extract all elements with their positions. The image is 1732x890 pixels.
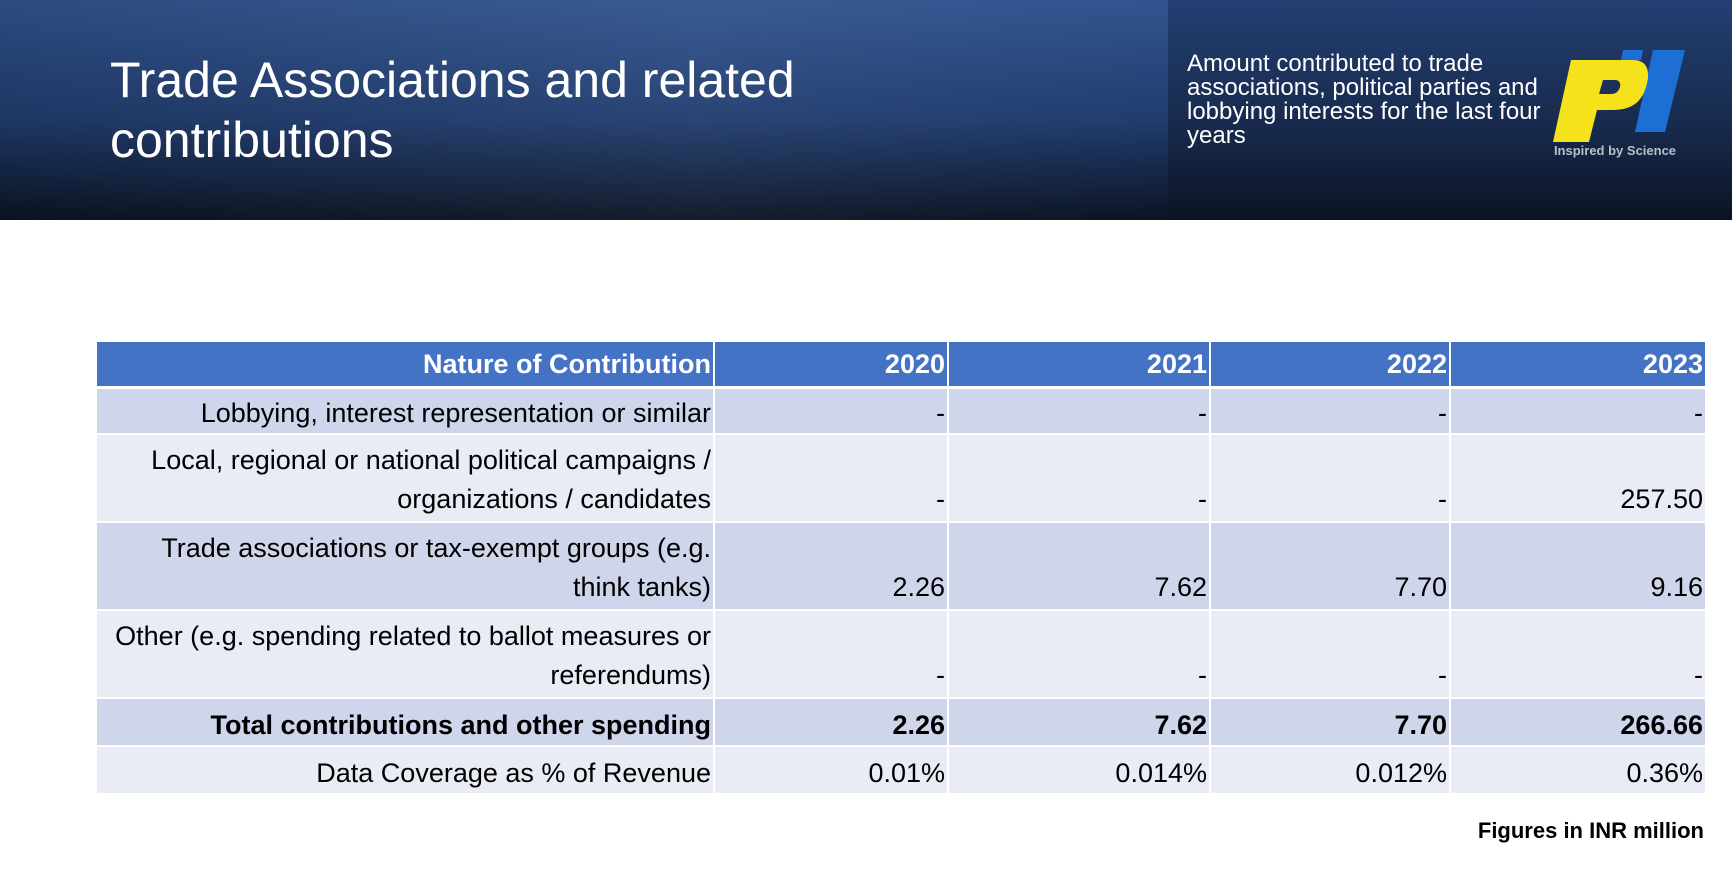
contributions-table: Nature of Contribution 2020 2021 2022 20… xyxy=(97,342,1705,795)
row-label: Data Coverage as % of Revenue xyxy=(97,746,715,795)
cell-2023: 0.36% xyxy=(1450,746,1705,795)
cell-2021: 7.62 xyxy=(948,698,1211,747)
page-title: Trade Associations and related contribut… xyxy=(110,52,795,168)
row-label: Lobbying, interest representation or sim… xyxy=(97,387,715,435)
cell-2021: - xyxy=(948,610,1211,699)
table-row-total: Total contributions and other spending 2… xyxy=(97,698,1705,747)
cell-2020: - xyxy=(714,434,949,523)
table-row-lobbying: Lobbying, interest representation or sim… xyxy=(97,387,1705,435)
column-header-2023: 2023 xyxy=(1450,342,1705,389)
pi-logo-icon xyxy=(1553,50,1685,142)
cell-2020: 2.26 xyxy=(714,698,949,747)
table-row-political-campaigns: Local, regional or national political ca… xyxy=(97,434,1705,523)
cell-2020: - xyxy=(714,610,949,699)
table-row-trade-associations: Trade associations or tax-exempt groups … xyxy=(97,522,1705,611)
row-label: Local, regional or national political ca… xyxy=(97,434,715,523)
cell-2020: - xyxy=(714,387,949,435)
cell-2023: 9.16 xyxy=(1450,522,1705,611)
column-header-nature: Nature of Contribution xyxy=(97,342,715,389)
cell-2022: 0.012% xyxy=(1210,746,1451,795)
table-row-data-coverage: Data Coverage as % of Revenue 0.01% 0.01… xyxy=(97,746,1705,795)
row-label: Other (e.g. spending related to ballot m… xyxy=(97,610,715,699)
cell-2020: 0.01% xyxy=(714,746,949,795)
page-subtitle: Amount contributed to trade associations… xyxy=(1187,50,1541,149)
cell-2022: - xyxy=(1210,610,1451,699)
logo-blue-i-shape xyxy=(1635,50,1685,132)
logo-blue-i-dot xyxy=(1621,50,1643,60)
cell-2023: - xyxy=(1450,610,1705,699)
header-shading xyxy=(0,0,1168,220)
cell-2023: 257.50 xyxy=(1450,434,1705,523)
cell-2021: - xyxy=(948,434,1211,523)
cell-2022: - xyxy=(1210,387,1451,435)
column-header-2020: 2020 xyxy=(714,342,949,389)
row-label: Total contributions and other spending xyxy=(97,698,715,747)
cell-2021: 0.014% xyxy=(948,746,1211,795)
cell-2023: 266.66 xyxy=(1450,698,1705,747)
row-label: Trade associations or tax-exempt groups … xyxy=(97,522,715,611)
logo-yellow-p-shape xyxy=(1553,60,1649,142)
cell-2022: 7.70 xyxy=(1210,522,1451,611)
cell-2022: 7.70 xyxy=(1210,698,1451,747)
table-header-row: Nature of Contribution 2020 2021 2022 20… xyxy=(97,342,1705,389)
table-row-other: Other (e.g. spending related to ballot m… xyxy=(97,610,1705,699)
cell-2023: - xyxy=(1450,387,1705,435)
cell-2020: 2.26 xyxy=(714,522,949,611)
cell-2022: - xyxy=(1210,434,1451,523)
logo-tagline: Inspired by Science xyxy=(1553,143,1677,158)
header-banner: Trade Associations and related contribut… xyxy=(0,0,1732,220)
units-footnote: Figures in INR million xyxy=(1477,818,1704,843)
cell-2021: 7.62 xyxy=(948,522,1211,611)
header-right-panel xyxy=(1168,0,1732,220)
column-header-2021: 2021 xyxy=(948,342,1211,389)
column-header-2022: 2022 xyxy=(1210,342,1451,389)
cell-2021: - xyxy=(948,387,1211,435)
